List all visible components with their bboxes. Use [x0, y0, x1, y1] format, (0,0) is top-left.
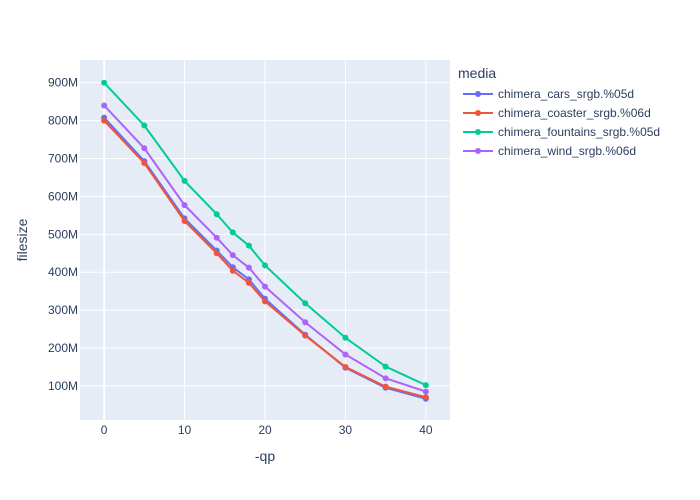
y-tick-label: 400M	[48, 265, 78, 279]
y-axis-ticks: 100M 200M 300M 400M 500M 600M 700M 800M 900M	[48, 76, 78, 393]
x-tick-label: 30	[339, 423, 353, 437]
data-point[interactable]	[229, 252, 236, 259]
data-point[interactable]	[101, 117, 108, 124]
data-point[interactable]	[382, 383, 389, 390]
data-point[interactable]	[181, 177, 188, 184]
x-tick-label: 40	[419, 423, 433, 437]
y-tick-label: 600M	[48, 189, 78, 203]
data-point[interactable]	[141, 145, 148, 152]
data-point[interactable]	[245, 264, 252, 271]
data-point[interactable]	[382, 375, 389, 382]
series-2	[101, 79, 429, 389]
data-point[interactable]	[342, 351, 349, 358]
data-point[interactable]	[101, 79, 108, 86]
legend-item[interactable]: chimera_coaster_srgb.%06d	[463, 106, 651, 120]
legend-title: media	[458, 65, 496, 81]
data-point[interactable]	[422, 388, 429, 395]
gridlines	[80, 60, 450, 420]
data-point[interactable]	[141, 160, 148, 167]
data-point[interactable]	[181, 218, 188, 225]
data-point[interactable]	[213, 211, 220, 218]
legend-marker	[475, 91, 481, 97]
data-point[interactable]	[101, 102, 108, 109]
legend-marker	[475, 129, 481, 135]
data-point[interactable]	[213, 234, 220, 241]
y-tick-label: 700M	[48, 152, 78, 166]
data-point[interactable]	[213, 250, 220, 257]
y-tick-label: 900M	[48, 76, 78, 90]
data-point[interactable]	[342, 334, 349, 341]
data-point[interactable]	[262, 298, 268, 305]
legend-label: chimera_coaster_srgb.%06d	[498, 106, 651, 120]
y-tick-label: 100M	[48, 379, 78, 393]
data-point[interactable]	[422, 382, 429, 389]
x-tick-label: 0	[101, 423, 108, 437]
y-tick-label: 300M	[48, 303, 78, 317]
legend-label: chimera_cars_srgb.%05d	[498, 87, 634, 101]
x-axis-ticks: 0 10 20 30 40	[101, 423, 433, 437]
data-point[interactable]	[229, 267, 236, 274]
data-point[interactable]	[245, 279, 252, 286]
legend-item[interactable]: chimera_wind_srgb.%06d	[463, 144, 636, 158]
data-point[interactable]	[302, 300, 309, 307]
legend-item[interactable]: chimera_fountains_srgb.%05d	[463, 125, 660, 139]
y-axis-title: filesize	[14, 218, 30, 261]
data-point[interactable]	[181, 202, 188, 209]
legend-item[interactable]: chimera_cars_srgb.%05d	[463, 87, 634, 101]
legend-label: chimera_fountains_srgb.%05d	[498, 125, 660, 139]
x-tick-label: 20	[258, 423, 272, 437]
series-1	[101, 117, 429, 401]
x-axis-title: -qp	[255, 448, 275, 464]
data-point[interactable]	[245, 242, 252, 249]
data-point[interactable]	[302, 319, 309, 326]
y-tick-label: 800M	[48, 114, 78, 128]
data-point[interactable]	[342, 363, 349, 370]
series-layer	[101, 79, 429, 402]
data-point[interactable]	[302, 332, 309, 339]
data-point[interactable]	[262, 262, 268, 269]
legend[interactable]: media chimera_cars_srgb.%05d chimera_coas…	[458, 65, 660, 158]
series-3	[101, 102, 429, 395]
data-point[interactable]	[141, 122, 148, 129]
y-tick-label: 500M	[48, 227, 78, 241]
legend-marker	[475, 110, 481, 116]
legend-label: chimera_wind_srgb.%06d	[498, 144, 636, 158]
legend-marker	[475, 148, 481, 154]
data-point[interactable]	[262, 283, 268, 290]
data-point[interactable]	[229, 229, 236, 236]
y-tick-label: 200M	[48, 341, 78, 355]
x-tick-label: 10	[178, 423, 192, 437]
data-point[interactable]	[382, 363, 389, 370]
data-point[interactable]	[422, 394, 429, 401]
